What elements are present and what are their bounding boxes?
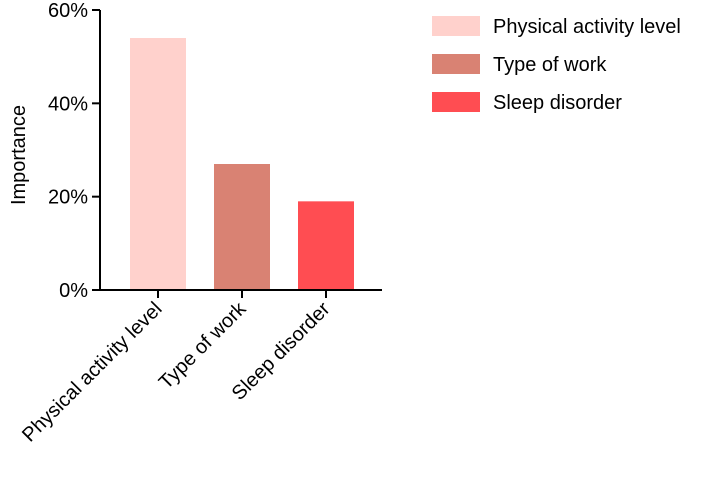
x-tick-label: Physical activity level xyxy=(18,298,166,446)
legend: Physical activity level Type of work Sleep… xyxy=(432,16,681,114)
bar-physical-activity-level xyxy=(130,38,186,290)
legend-swatch xyxy=(432,92,480,112)
legend-label: Physical activity level xyxy=(493,16,681,38)
bar-sleep-disorder xyxy=(298,201,354,290)
y-tick-label: 60% xyxy=(48,0,88,22)
bar-type-of-work xyxy=(214,164,270,290)
y-tick-label: 0% xyxy=(59,280,88,302)
legend-label: Sleep disorder xyxy=(493,92,622,114)
legend-swatch xyxy=(432,16,480,36)
y-tick-label: 20% xyxy=(48,187,88,209)
bars xyxy=(130,38,354,290)
y-axis-title: Importance xyxy=(8,105,30,205)
legend-label: Type of work xyxy=(493,54,607,76)
y-axis-ticks: 0% 20% 40% 60% xyxy=(48,0,100,302)
legend-swatch xyxy=(432,54,480,74)
y-tick-label: 40% xyxy=(48,93,88,115)
